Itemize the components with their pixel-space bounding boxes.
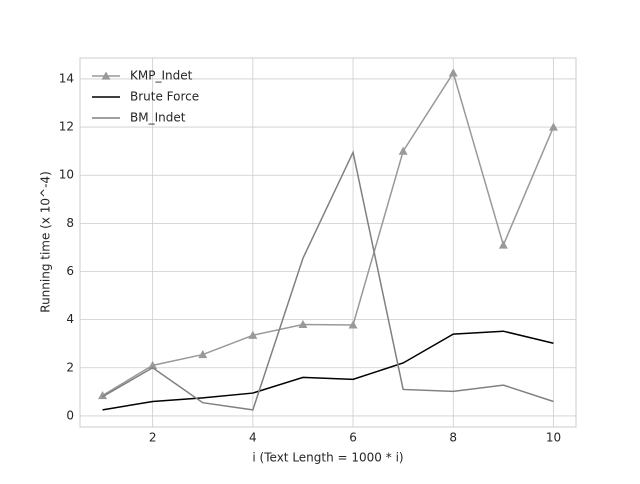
y-tick-label: 6 (66, 264, 74, 278)
data-point (398, 146, 408, 155)
legend-marker (101, 71, 111, 80)
plot-frame (79, 57, 577, 428)
series-line (102, 330, 554, 411)
data-point (298, 319, 308, 329)
x-axis-label: i (Text Length = 1000 * i) (252, 451, 403, 465)
y-axis-label: Running time (x 10^-4) (39, 171, 53, 312)
y-tick-label: 4 (66, 312, 74, 326)
y-tick-label: 8 (66, 216, 74, 230)
data-point (348, 320, 358, 329)
y-tick-label: 12 (59, 120, 74, 134)
data-point (198, 350, 208, 359)
plot (98, 68, 558, 411)
x-tick-label: 10 (546, 431, 561, 445)
legend-label: Brute Force (130, 90, 199, 104)
y-tick-label: 2 (66, 360, 74, 374)
data-point (148, 360, 158, 369)
x-tick-label: 8 (449, 431, 457, 445)
data-point (98, 390, 108, 400)
y-tick-label: 0 (66, 408, 74, 422)
legend: KMP_Indet Brute Force BM_Indet (92, 69, 199, 125)
legend-label: KMP_Indet (130, 69, 193, 83)
x-tick-label: 6 (349, 431, 357, 445)
data-point (448, 68, 458, 77)
legend-label: BM_Indet (130, 111, 186, 125)
data-point (498, 240, 508, 249)
x-tick-label: 2 (149, 431, 157, 445)
y-tick-label: 14 (59, 71, 74, 85)
y-tick-label: 10 (59, 168, 74, 182)
series-line (102, 71, 555, 397)
x-tick-label: 4 (249, 431, 257, 445)
data-point (548, 122, 558, 131)
series-line (102, 150, 554, 411)
grid (80, 58, 576, 427)
data-point (248, 330, 258, 339)
